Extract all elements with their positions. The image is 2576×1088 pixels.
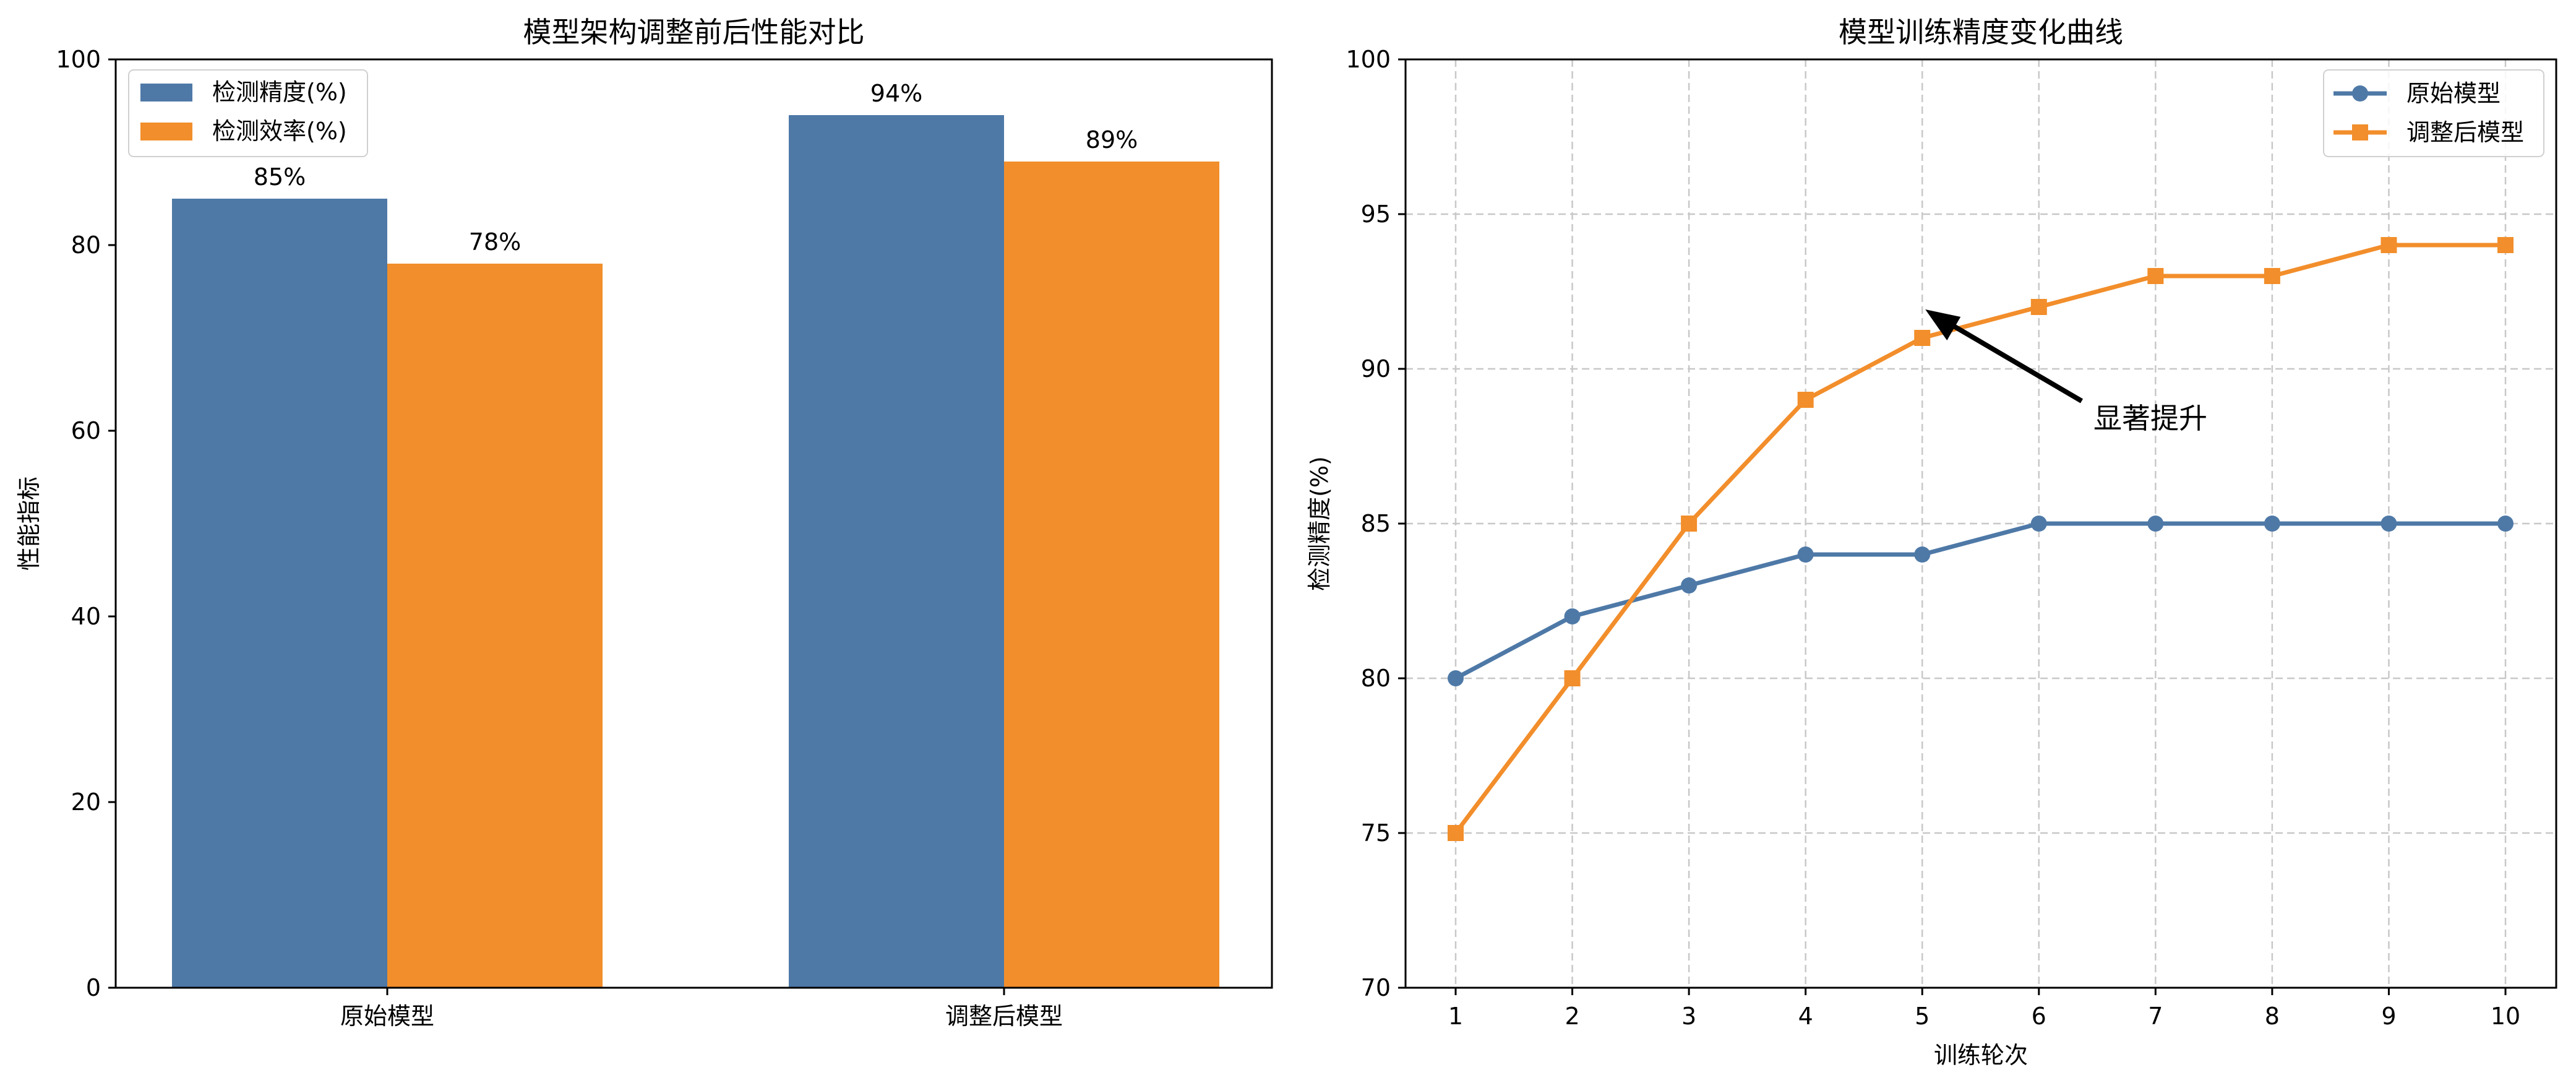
annotation-arrow-head xyxy=(1925,309,1961,340)
bar-accuracy-1 xyxy=(789,115,1004,988)
x-tick-label: 调整后模型 xyxy=(945,1003,1063,1030)
x-tick-label: 2 xyxy=(1565,1003,1579,1030)
right-y-axis-label: 检测精度(%) xyxy=(1306,456,1333,591)
legend-marker xyxy=(2352,85,2368,101)
point-adjusted-model xyxy=(1564,670,1581,686)
y-tick-label: 80 xyxy=(1361,665,1391,692)
bar-value-label: 85% xyxy=(254,163,306,191)
y-tick-label: 90 xyxy=(1361,355,1391,382)
y-tick-label: 70 xyxy=(1361,974,1391,1001)
right-plot-area: 显著提升 70 75 80 85 90 95 100 1 2 3 4 5 6 7 8 9 10 xyxy=(1346,46,2557,1030)
y-tick-label: 75 xyxy=(1361,819,1391,847)
x-tick-label: 5 xyxy=(1915,1003,1930,1030)
legend-label: 原始模型 xyxy=(2406,80,2501,107)
line-adjusted-model xyxy=(1454,243,2505,835)
point-adjusted-model xyxy=(2147,268,2164,284)
y-tick-label: 95 xyxy=(1361,201,1391,228)
point-original-model xyxy=(1681,577,1698,594)
point-original-model xyxy=(1797,546,1814,563)
line-original-model xyxy=(1454,521,2505,681)
y-tick-label: 20 xyxy=(71,788,101,816)
x-tick-label: 1 xyxy=(1448,1003,1463,1030)
y-tick-label: 100 xyxy=(56,46,101,73)
right-chart-title: 模型训练精度变化曲线 xyxy=(1839,15,2123,49)
legend-label: 检测效率(%) xyxy=(212,118,347,145)
point-original-model xyxy=(2264,516,2280,532)
point-adjusted-model xyxy=(1797,392,1814,408)
x-tick-label: 4 xyxy=(1798,1003,1813,1030)
bar-accuracy-0 xyxy=(172,199,387,988)
x-tick-label: 3 xyxy=(1681,1003,1696,1030)
y-tick-label: 85 xyxy=(1361,510,1391,537)
bar-value-label: 89% xyxy=(1086,126,1138,153)
left-legend: 检测精度(%) 检测效率(%) xyxy=(128,69,368,157)
point-original-model xyxy=(2030,516,2047,532)
bar-efficiency-0 xyxy=(387,264,603,988)
x-tick-label: 6 xyxy=(2032,1003,2046,1030)
x-tick-label: 8 xyxy=(2265,1003,2280,1030)
left-bar-chart: 模型架构调整前后性能对比 性能指标 85% 94% 78% 89% 0 20 40 60 80 1… xyxy=(15,15,1273,1030)
x-tick-label: 7 xyxy=(2148,1003,2163,1030)
left-plot-area: 85% 94% 78% 89% 0 20 40 60 80 100 原始模型 调整后模型 xyxy=(56,46,1273,1030)
point-original-model xyxy=(1448,670,1464,686)
y-tick-label: 80 xyxy=(71,231,101,259)
point-original-model xyxy=(2147,516,2164,532)
point-adjusted-model xyxy=(1914,330,1931,346)
x-tick-label: 原始模型 xyxy=(340,1003,434,1030)
point-adjusted-model xyxy=(2030,299,2047,315)
point-original-model xyxy=(1564,608,1581,624)
point-adjusted-model xyxy=(2381,237,2397,253)
y-tick-label: 40 xyxy=(71,603,101,630)
y-tick-label: 60 xyxy=(71,417,101,444)
x-tick-label: 9 xyxy=(2381,1003,2396,1030)
legend-swatch xyxy=(140,84,192,101)
y-tick-label: 100 xyxy=(1346,46,1391,73)
point-adjusted-model xyxy=(2497,237,2514,253)
point-original-model xyxy=(2381,516,2397,532)
bar-value-label: 94% xyxy=(870,80,922,107)
x-tick-label: 10 xyxy=(2491,1003,2520,1030)
legend-label: 检测精度(%) xyxy=(212,79,347,106)
annotation-text: 显著提升 xyxy=(2093,402,2207,435)
legend-swatch xyxy=(140,123,192,140)
point-original-model xyxy=(2497,516,2514,532)
left-chart-title: 模型架构调整前后性能对比 xyxy=(523,15,865,49)
legend-label: 调整后模型 xyxy=(2406,119,2524,146)
point-adjusted-model xyxy=(1448,825,1464,841)
annotation-arrow-shaft xyxy=(1934,313,2084,404)
left-plot-frame xyxy=(114,58,1273,989)
legend-marker xyxy=(2352,124,2368,140)
left-y-axis-label: 性能指标 xyxy=(15,477,43,571)
point-original-model xyxy=(1914,546,1931,563)
right-x-axis-label: 训练轮次 xyxy=(1934,1042,2028,1069)
point-adjusted-model xyxy=(2264,268,2280,284)
y-tick-label: 0 xyxy=(86,974,101,1001)
bar-efficiency-1 xyxy=(1004,162,1219,988)
point-adjusted-model xyxy=(1681,516,1698,532)
right-line-chart: 模型训练精度变化曲线 训练轮次 检测精度(%) 显著提升707580859095… xyxy=(1306,15,2557,1069)
bar-value-label: 78% xyxy=(469,228,521,256)
